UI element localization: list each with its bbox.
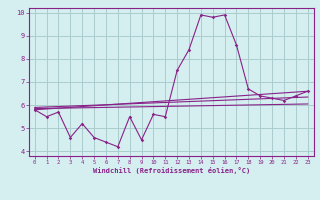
X-axis label: Windchill (Refroidissement éolien,°C): Windchill (Refroidissement éolien,°C) xyxy=(92,167,250,174)
